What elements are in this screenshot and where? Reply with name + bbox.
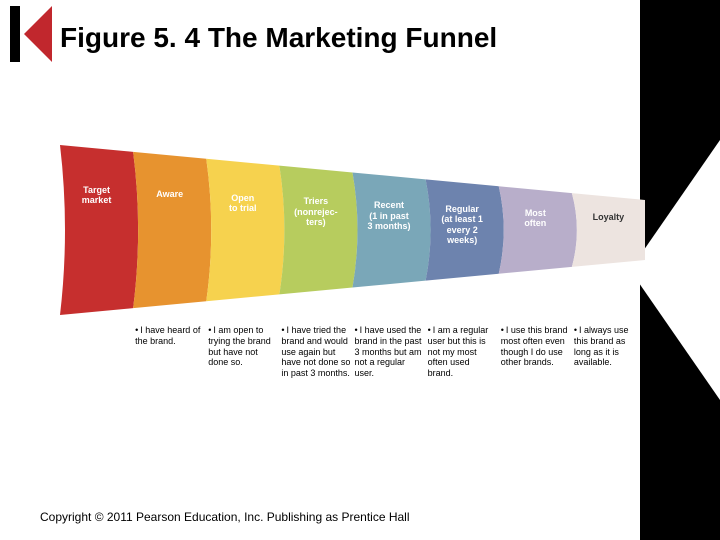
funnel-segment-label: Aware: [137, 189, 202, 199]
funnel-segment: [279, 166, 357, 295]
funnel-segment-desc: •I always use this brand as long as it i…: [574, 325, 643, 368]
funnel-segment-desc: •I have tried the brand and would use ag…: [281, 325, 350, 379]
funnel-segment-label: Loyalty: [576, 212, 641, 222]
funnel-segment-label: Most often: [503, 208, 568, 229]
funnel-segment-label: Target market: [64, 185, 129, 206]
figure-title: Figure 5. 4 The Marketing Funnel: [60, 22, 497, 54]
slide: Figure 5. 4 The Marketing Funnel Target …: [0, 0, 720, 540]
funnel-segment: [60, 145, 138, 315]
page-number: 5-23: [674, 510, 698, 524]
funnel-shape: [60, 145, 645, 325]
funnel-segment-desc: •I am open to trying the brand but have …: [208, 325, 277, 368]
funnel-segment: [133, 152, 211, 308]
marketing-funnel: Target market Aware Open to trial Triers (n…: [60, 145, 645, 335]
funnel-segment-label: Open to trial: [210, 193, 275, 214]
funnel-segment: [572, 193, 645, 267]
funnel-segment-label: Recent (1 in past 3 months): [357, 200, 422, 231]
funnel-segment-desc: •I am a regular user but this is not my …: [428, 325, 497, 379]
funnel-segment: [499, 186, 577, 274]
funnel-segment-label: Triers (nonrejec- ters): [283, 196, 348, 227]
funnel-segment: [206, 159, 284, 302]
copyright-text: Copyright © 2011 Pearson Education, Inc.…: [40, 510, 410, 524]
funnel-segment-desc: •I have used the brand in the past 3 mon…: [355, 325, 424, 379]
funnel-segment-label: Regular (at least 1 every 2 weeks): [430, 204, 495, 245]
funnel-segment-desc: •I use this brand most often even though…: [501, 325, 570, 368]
funnel-segment-desc: •I have heard of the brand.: [135, 325, 204, 347]
brand-logo: [10, 6, 54, 62]
